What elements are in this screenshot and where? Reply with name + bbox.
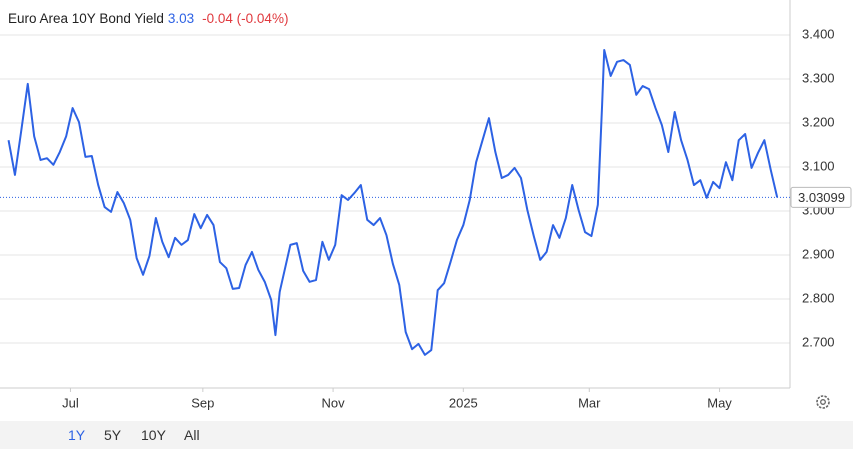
settings-icon[interactable] — [816, 395, 830, 409]
y-tick-label: 2.900 — [802, 246, 835, 261]
range-button[interactable]: All — [184, 427, 200, 443]
line — [7, 48, 779, 356]
chart-title: Euro Area 10Y Bond Yield — [8, 11, 164, 26]
y-tick-label: 3.400 — [802, 26, 835, 41]
price: 3.03 — [167, 11, 195, 26]
last-value-label: 3.03099 — [798, 190, 845, 205]
x-tick-label: Mar — [578, 395, 601, 410]
y-tick-label: 2.800 — [802, 290, 835, 305]
x-tick-label: 2025 — [449, 395, 478, 410]
chart: 2.7002.8002.9003.0003.1003.2003.3003.400… — [0, 0, 852, 410]
header: Euro Area 10Y Bond Yield 3.03 -0.04 (-0.04… — [8, 11, 288, 26]
x-tick-label: May — [707, 395, 732, 410]
y-tick-label: 3.200 — [802, 114, 835, 129]
gear[interactable] — [816, 395, 830, 409]
range-bar: 1Y 5Y 10Y All — [0, 421, 853, 449]
x-tick-label: Jul — [62, 395, 79, 410]
range-button[interactable]: 10Y — [141, 427, 166, 443]
range-button[interactable]: 5Y — [104, 427, 122, 443]
last-value-tag — [790, 186, 852, 208]
y-tick-label: 3.100 — [802, 158, 835, 173]
change: -0.04 (-0.04%) — [202, 11, 289, 26]
gear-hub[interactable] — [820, 399, 826, 405]
plot — [0, 0, 791, 392]
x-tick-label: Sep — [191, 395, 214, 410]
range-button[interactable]: 1Y — [68, 427, 86, 443]
x-tick-label: Nov — [322, 395, 346, 410]
y-tick-label: 3.300 — [802, 70, 835, 85]
y-tick-label: 2.700 — [802, 334, 835, 349]
